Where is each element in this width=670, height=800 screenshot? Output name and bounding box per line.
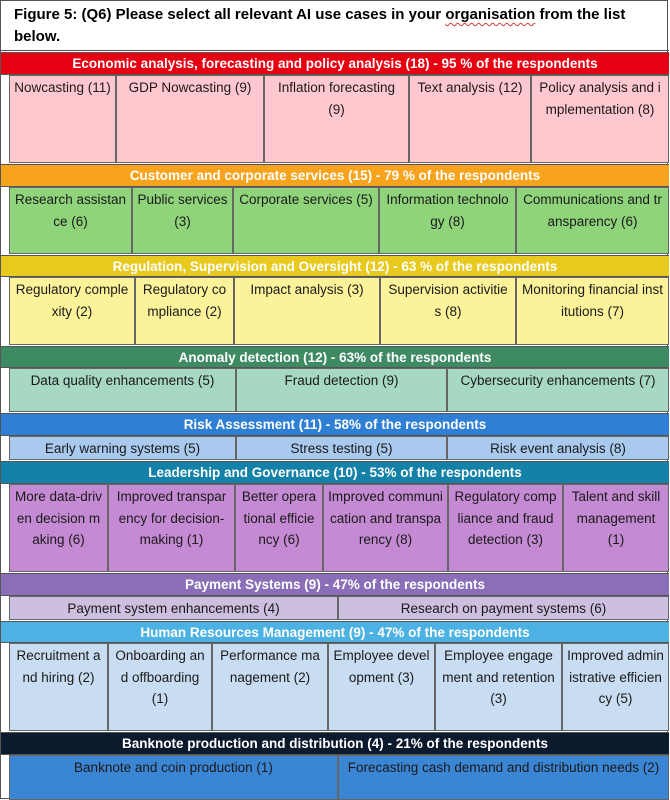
use-case-cell: Improved transparency for decision-makin… — [108, 484, 235, 572]
use-case-cell: Research assistance (6) — [9, 187, 132, 254]
use-case-cell: Onboarding and offboarding (1) — [108, 643, 212, 731]
use-case-cell: More data-driven decision making (6) — [9, 484, 108, 572]
use-case-cell: Nowcasting (11) — [9, 75, 116, 163]
use-case-cell: Regulatory compliance and fraud detectio… — [448, 484, 563, 572]
use-case-cell: Risk event analysis (8) — [447, 436, 669, 460]
title-text-end: from the list below. — [14, 6, 626, 45]
use-case-cell: Performance management (2) — [212, 643, 328, 731]
use-case-cell: Research on payment systems (6) — [338, 596, 669, 620]
use-case-cell: Employee development (3) — [328, 643, 435, 731]
use-case-cell: Employee engagement and retention (3) — [435, 643, 562, 731]
use-case-cell: Forecasting cash demand and distribution… — [338, 755, 669, 800]
section-header: Risk Assessment (11) - 58% of the respon… — [1, 413, 669, 436]
use-case-cell: Public services (3) — [132, 187, 233, 254]
use-case-cell: Fraud detection (9) — [236, 368, 447, 412]
use-case-cell: Improved administrative efficiency (5) — [562, 643, 669, 731]
use-case-cell: Supervision activities (8) — [380, 277, 516, 345]
use-case-cell: Cybersecurity enhancements (7) — [447, 368, 669, 412]
use-case-cell: Text analysis (12) — [409, 75, 531, 163]
use-case-cell: Stress testing (5) — [236, 436, 447, 460]
use-case-cell: Banknote and coin production (1) — [9, 755, 338, 800]
use-case-cell: Regulatory complexity (2) — [9, 277, 135, 345]
use-case-cell: Communications and transparency (6) — [516, 187, 669, 254]
use-case-cell: Impact analysis (3) — [234, 277, 380, 345]
section-header: Banknote production and distribution (4)… — [1, 732, 669, 755]
use-case-cell: Information technology (8) — [379, 187, 516, 254]
use-case-cell: Policy analysis and implementation (8) — [531, 75, 669, 163]
use-case-cell: Early warning systems (5) — [9, 436, 236, 460]
use-case-cell: Talent and skill management (1) — [563, 484, 669, 572]
use-case-cell: Data quality enhancements (5) — [9, 368, 236, 412]
use-case-cell: Better operational efficiency (6) — [235, 484, 323, 572]
section-header: Payment Systems (9) - 47% of the respond… — [1, 573, 669, 596]
section-header: Anomaly detection (12) - 63% of the resp… — [1, 346, 669, 368]
use-case-cell: Regulatory compliance (2) — [135, 277, 234, 345]
section-header: Economic analysis, forecasting and polic… — [1, 52, 669, 75]
section-header: Leadership and Governance (10) - 53% of … — [1, 461, 669, 484]
title-flagged-word: organisation — [445, 6, 536, 23]
figure-title: Figure 5: (Q6) Please select all relevan… — [1, 1, 669, 51]
use-case-cell: Recruitment and hiring (2) — [9, 643, 108, 731]
title-text-start: Figure 5: (Q6) Please select all relevan… — [14, 6, 446, 23]
use-case-cell: Payment system enhancements (4) — [9, 596, 338, 620]
use-case-cell: Corporate services (5) — [233, 187, 379, 254]
section-header: Customer and corporate services (15) - 7… — [1, 164, 669, 187]
section-header: Regulation, Supervision and Oversight (1… — [1, 255, 669, 277]
use-case-cell: GDP Nowcasting (9) — [116, 75, 264, 163]
use-case-cell: Improved communication and transparency … — [323, 484, 448, 572]
section-header: Human Resources Management (9) - 47% of … — [1, 621, 669, 643]
use-case-cell: Monitoring financial institutions (7) — [516, 277, 669, 345]
use-case-cell: Inflation forecasting (9) — [264, 75, 409, 163]
